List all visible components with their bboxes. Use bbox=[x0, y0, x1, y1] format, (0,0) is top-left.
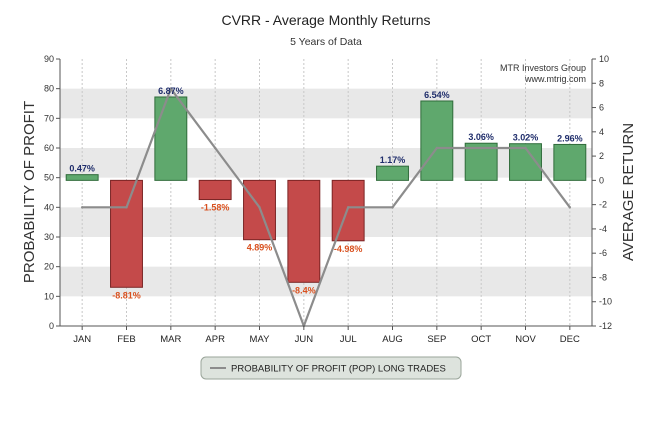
bar-label-jan: 0.47% bbox=[69, 164, 95, 174]
bar-label-jun: -8.4% bbox=[292, 285, 316, 295]
right-tick-label: -8 bbox=[599, 272, 607, 282]
right-tick-label: -4 bbox=[599, 224, 607, 234]
grid-band bbox=[60, 266, 592, 297]
right-tick-label: 6 bbox=[599, 103, 604, 113]
bar-jul bbox=[331, 179, 365, 242]
bar-label-apr: -1.58% bbox=[201, 203, 230, 213]
left-tick-label: 50 bbox=[44, 173, 54, 183]
x-tick-label-jan: JAN bbox=[73, 334, 91, 345]
right-tick-label: 4 bbox=[599, 127, 604, 137]
pop-point-nov bbox=[524, 146, 527, 150]
bar-label-nov: 3.02% bbox=[513, 133, 539, 143]
pop-line bbox=[80, 87, 572, 328]
right-tick-label: -2 bbox=[599, 200, 607, 210]
pop-point-feb bbox=[125, 206, 128, 209]
left-tick-label: 90 bbox=[44, 54, 54, 64]
bar-apr bbox=[198, 179, 232, 201]
left-tick-label: 60 bbox=[44, 143, 54, 153]
background-bands bbox=[60, 88, 592, 297]
x-tick-label-oct: OCT bbox=[471, 334, 491, 345]
right-tick-label: -6 bbox=[599, 248, 607, 258]
bar-mar bbox=[154, 96, 188, 181]
bar-jan bbox=[65, 174, 99, 181]
x-tick-label-jul: JUL bbox=[340, 334, 357, 345]
left-axis-ticks: 0 10 20 30 40 50 60 70 80 90 bbox=[44, 54, 60, 331]
pop-point-oct bbox=[479, 146, 483, 150]
bar-label-oct: 3.06% bbox=[468, 132, 494, 142]
pop-series-line bbox=[82, 87, 571, 328]
x-tick-label-aug: AUG bbox=[382, 334, 403, 345]
right-tick-label: 0 bbox=[599, 175, 604, 185]
pop-point-apr bbox=[213, 146, 217, 150]
bar-feb bbox=[110, 179, 143, 288]
bar-jun bbox=[287, 179, 321, 283]
grid-band bbox=[60, 88, 592, 119]
bar-label-may: 4.89% bbox=[247, 243, 273, 253]
legend-box bbox=[200, 356, 462, 380]
bar-aug bbox=[376, 165, 409, 181]
right-tick-label: 10 bbox=[599, 54, 609, 64]
pop-point-aug bbox=[391, 206, 394, 209]
bars bbox=[65, 96, 587, 288]
left-tick-label: 10 bbox=[44, 291, 54, 301]
grid-band bbox=[60, 207, 592, 237]
x-tick-label-jun: JUN bbox=[295, 334, 314, 345]
left-tick-label: 40 bbox=[44, 202, 54, 212]
x-tick-label-dec: DEC bbox=[560, 334, 580, 345]
x-tick-label-mar: MAR bbox=[160, 334, 181, 345]
pop-point-may bbox=[258, 206, 261, 209]
right-tick-label: -10 bbox=[599, 297, 612, 307]
grid-band bbox=[60, 148, 592, 178]
x-tick-label-nov: NOV bbox=[515, 334, 536, 345]
bar-oct bbox=[464, 142, 498, 181]
bar-labels: 0.47% -8.81% 6.87% -1.58% 4.89% -8.4% -4.98% 1.… bbox=[69, 86, 582, 300]
bar-label-sep: 6.54% bbox=[424, 90, 450, 100]
watermark-line-1: MTR Investors Group bbox=[500, 63, 586, 73]
bar-label-jul: -4.98% bbox=[334, 244, 363, 254]
legend-label: PROBABILITY OF PROFIT (POP) LONG TRADES bbox=[231, 364, 446, 375]
pop-point-mar bbox=[169, 87, 173, 90]
right-tick-label: 2 bbox=[599, 151, 604, 161]
bar-label-aug: 1.17% bbox=[380, 155, 406, 165]
right-tick-label: 8 bbox=[599, 78, 604, 88]
x-tick-label-apr: APR bbox=[205, 334, 225, 345]
bar-dec bbox=[553, 143, 587, 181]
pop-point-jul bbox=[346, 206, 350, 209]
pop-point-sep bbox=[435, 146, 439, 150]
chart-title: CVRR - Average Monthly Returns bbox=[221, 12, 430, 28]
x-tick-label-sep: SEP bbox=[427, 334, 446, 345]
right-axis-ticks: -12 -10 -8 -6 -4 -2 0 2 4 6 8 10 bbox=[592, 54, 612, 331]
chart-subtitle: 5 Years of Data bbox=[290, 36, 362, 48]
left-axis-title: PROBABILITY OF PROFIT bbox=[21, 101, 38, 283]
right-axis-title: AVERAGE RETURN bbox=[620, 123, 637, 261]
left-tick-label: 30 bbox=[44, 232, 54, 242]
bar-label-dec: 2.96% bbox=[557, 133, 583, 143]
watermark-line-2: www.mtrig.com bbox=[524, 74, 586, 84]
x-tick-label-may: MAY bbox=[250, 334, 271, 345]
bar-label-feb: -8.81% bbox=[112, 290, 141, 300]
bar-sep bbox=[420, 100, 454, 181]
x-axis-ticks: JAN FEB MAR APR MAY JUN JUL AUG SEP OCT NOV DEC bbox=[73, 326, 580, 345]
pop-point-jan bbox=[80, 206, 84, 209]
bar-label-mar: 6.87% bbox=[158, 86, 184, 96]
left-tick-label: 20 bbox=[44, 262, 54, 272]
left-tick-label: 80 bbox=[44, 84, 54, 94]
legend: PROBABILITY OF PROFIT (POP) LONG TRADES bbox=[200, 356, 462, 380]
left-tick-label: 70 bbox=[44, 113, 54, 123]
left-tick-label: 0 bbox=[49, 321, 54, 331]
axes bbox=[59, 59, 593, 327]
pop-point-dec bbox=[568, 206, 572, 209]
right-tick-label: -12 bbox=[599, 321, 612, 331]
x-tick-label-feb: FEB bbox=[117, 334, 135, 345]
